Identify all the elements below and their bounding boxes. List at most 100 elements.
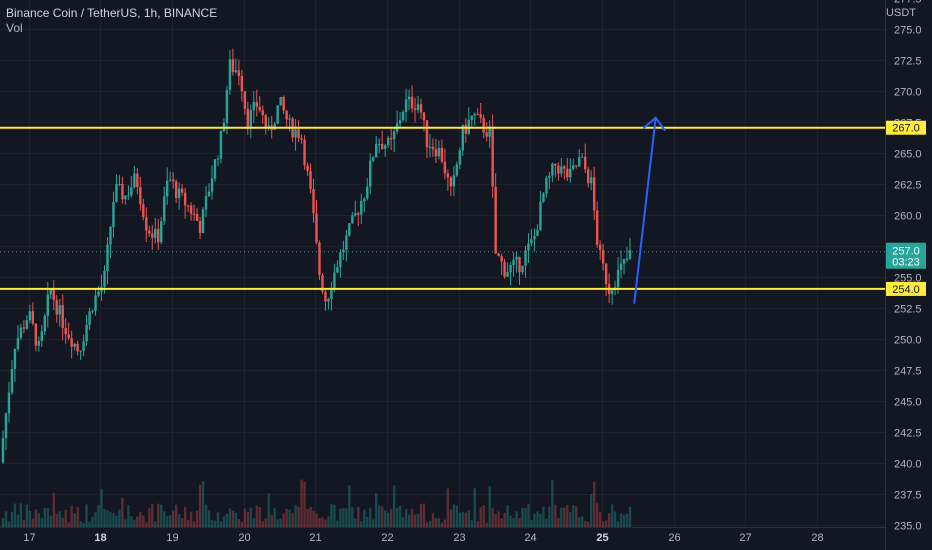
horizontal-levels[interactable] bbox=[0, 126, 885, 290]
candle-body bbox=[315, 213, 318, 243]
candle-body bbox=[121, 183, 124, 200]
candlestick-series[interactable] bbox=[1, 48, 632, 465]
volume-bar bbox=[19, 503, 23, 527]
annotation-arrow[interactable] bbox=[633, 116, 666, 304]
candle-body bbox=[258, 106, 261, 111]
price-tick-label: 235.0 bbox=[894, 521, 922, 533]
candle-body bbox=[360, 201, 363, 215]
volume-bar bbox=[94, 512, 97, 527]
volume-bar bbox=[413, 514, 417, 527]
volume-bar bbox=[554, 504, 557, 527]
candle-body bbox=[10, 368, 14, 393]
volume-bar bbox=[243, 508, 247, 527]
volume-bar bbox=[213, 520, 217, 527]
volume-bar bbox=[61, 517, 64, 527]
candle-body bbox=[327, 298, 330, 302]
volume-bar bbox=[285, 508, 288, 527]
volume-bar bbox=[515, 511, 518, 527]
candle-body bbox=[306, 165, 309, 172]
volume-bar bbox=[91, 516, 94, 527]
volume-bar bbox=[252, 518, 255, 527]
candle-body bbox=[527, 243, 530, 251]
candle-body bbox=[43, 315, 46, 332]
candle-body bbox=[375, 144, 378, 158]
volume-bar bbox=[58, 511, 61, 527]
candle-body bbox=[622, 258, 626, 264]
last-price-value: 257.0 bbox=[892, 246, 920, 258]
candle-body bbox=[198, 220, 202, 234]
candle-body bbox=[28, 311, 32, 321]
volume-bar bbox=[578, 517, 581, 527]
candle-body bbox=[130, 187, 133, 196]
price-tick-label: 270.0 bbox=[894, 87, 922, 99]
volume-bar bbox=[168, 515, 172, 527]
candle-body bbox=[177, 188, 181, 198]
candle-body bbox=[434, 149, 438, 157]
volume-bar bbox=[73, 513, 76, 527]
volume-bar bbox=[506, 505, 509, 527]
volume-bar bbox=[351, 507, 354, 527]
time-axis[interactable]: 17 18 19 20 21 22 23 24 25 26 27 28 bbox=[23, 532, 823, 544]
candle-body bbox=[512, 259, 515, 266]
volume-bar bbox=[195, 510, 199, 527]
price-tick-label: 265.0 bbox=[894, 149, 922, 161]
volume-bar bbox=[100, 488, 103, 527]
volume-bar bbox=[491, 507, 494, 527]
volume-bar bbox=[315, 513, 318, 527]
volume-bar bbox=[109, 511, 112, 527]
volume-bar bbox=[509, 515, 512, 527]
candle-body bbox=[94, 295, 97, 311]
candle-body bbox=[73, 343, 76, 347]
candle-body bbox=[216, 158, 220, 160]
candle-body bbox=[413, 108, 417, 110]
candle-body bbox=[174, 181, 178, 198]
candle-body bbox=[461, 124, 465, 151]
volume-bar bbox=[249, 507, 253, 527]
candle-body bbox=[336, 266, 339, 273]
volume-bar bbox=[171, 510, 175, 527]
candle-body bbox=[542, 193, 545, 202]
candle-body bbox=[204, 196, 208, 210]
volume-bar bbox=[309, 506, 312, 527]
candle-body bbox=[109, 226, 112, 245]
candle-body bbox=[160, 221, 163, 243]
volume-bar bbox=[392, 485, 396, 527]
volume-bar bbox=[76, 507, 79, 527]
volume-bar bbox=[240, 521, 244, 527]
volume-bar bbox=[288, 509, 291, 527]
candle-body bbox=[449, 177, 453, 187]
arrow-shaft bbox=[633, 117, 657, 304]
volume-bar bbox=[64, 509, 67, 527]
candle-body bbox=[389, 137, 393, 140]
volume-bar bbox=[551, 480, 554, 527]
volume-bar bbox=[192, 521, 196, 527]
volume-bar bbox=[37, 513, 41, 527]
candle-body bbox=[533, 235, 536, 240]
volume-bar bbox=[595, 503, 599, 527]
candle-body bbox=[345, 235, 348, 250]
volume-bar bbox=[616, 520, 620, 527]
candle-body bbox=[592, 177, 596, 211]
candle-body bbox=[431, 146, 435, 150]
candle-body bbox=[530, 239, 533, 244]
volume-bar bbox=[16, 514, 20, 527]
volume-bar bbox=[207, 510, 211, 527]
symbol-title: Binance Coin / TetherUS, 1h, BINANCE bbox=[6, 6, 218, 20]
volume-bar bbox=[622, 514, 626, 527]
candle-body bbox=[231, 59, 235, 73]
candle-body bbox=[351, 215, 354, 224]
candle-body bbox=[497, 253, 500, 257]
candle-body bbox=[485, 132, 488, 137]
candle-body bbox=[282, 97, 285, 111]
volume-bar bbox=[115, 515, 118, 527]
volume-bar bbox=[136, 516, 139, 527]
candle-body bbox=[103, 270, 106, 287]
volume-bar bbox=[542, 506, 545, 527]
volume-bar bbox=[497, 511, 500, 527]
volume-bar bbox=[419, 504, 423, 527]
candle-body bbox=[575, 165, 578, 167]
price-tick-label: 240.0 bbox=[894, 459, 922, 471]
volume-bar bbox=[342, 507, 345, 527]
candle-body bbox=[133, 173, 136, 188]
